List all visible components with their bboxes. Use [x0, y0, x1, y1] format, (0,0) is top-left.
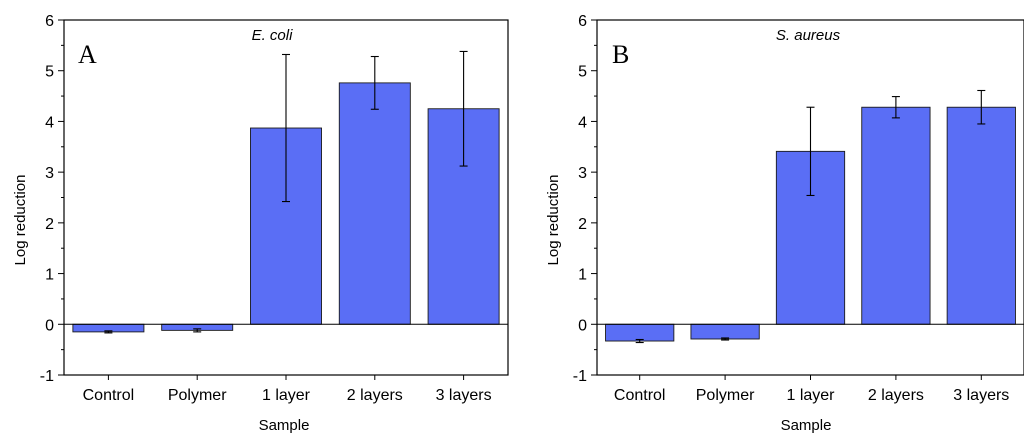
y-tick-label: 0 [578, 317, 587, 334]
y-tick-label: 2 [578, 216, 587, 233]
x-axis-title: Sample [781, 417, 832, 434]
bar-2 [690, 323, 760, 340]
bar-4 [338, 82, 411, 325]
y-tick-label: -1 [40, 368, 54, 385]
panel-letter: A [78, 40, 97, 69]
y-tick-label: 1 [578, 267, 587, 284]
y-tick-label: 5 [45, 64, 54, 81]
y-tick-label: 3 [578, 165, 587, 182]
y-tick-label: 4 [578, 114, 587, 131]
x-tick-label: Control [614, 387, 666, 404]
x-axis-title: Sample [259, 417, 310, 434]
x-tick-label: 1 layer [262, 387, 311, 404]
y-axis-title: Log reduction [545, 175, 562, 266]
x-tick-label: 3 layers [436, 387, 492, 404]
x-tick-label: 2 layers [347, 387, 403, 404]
x-tick-label: Polymer [696, 387, 755, 404]
x-tick-label: Control [83, 387, 135, 404]
y-tick-label: 6 [45, 13, 54, 30]
bar-5 [946, 106, 1016, 325]
bar-4 [861, 106, 931, 325]
chart-panel-b: B S. aureus Log reduction Sample Control… [545, 13, 1024, 434]
y-tick-label: -1 [573, 368, 587, 385]
x-tick-label: 3 layers [953, 387, 1009, 404]
bar-1 [605, 323, 675, 342]
panel-letter: B [612, 40, 629, 69]
y-tick-label: 0 [45, 317, 54, 334]
x-tick-label: 2 layers [868, 387, 924, 404]
chart-panel-a: A E. coli Log reduction Sample Control Po… [12, 13, 509, 434]
y-tick-label: 5 [578, 64, 587, 81]
x-tick-label: Polymer [168, 387, 227, 404]
y-tick-label: 6 [578, 13, 587, 30]
y-tick-label: 1 [45, 267, 54, 284]
y-axis-title: Log reduction [12, 175, 29, 266]
x-tick-label: 1 layer [786, 387, 835, 404]
y-tick-label: 4 [45, 114, 54, 131]
chart-title: E. coli [252, 27, 294, 44]
y-tick-label: 3 [45, 165, 54, 182]
chart-title: S. aureus [776, 27, 841, 44]
y-tick-label: 2 [45, 216, 54, 233]
